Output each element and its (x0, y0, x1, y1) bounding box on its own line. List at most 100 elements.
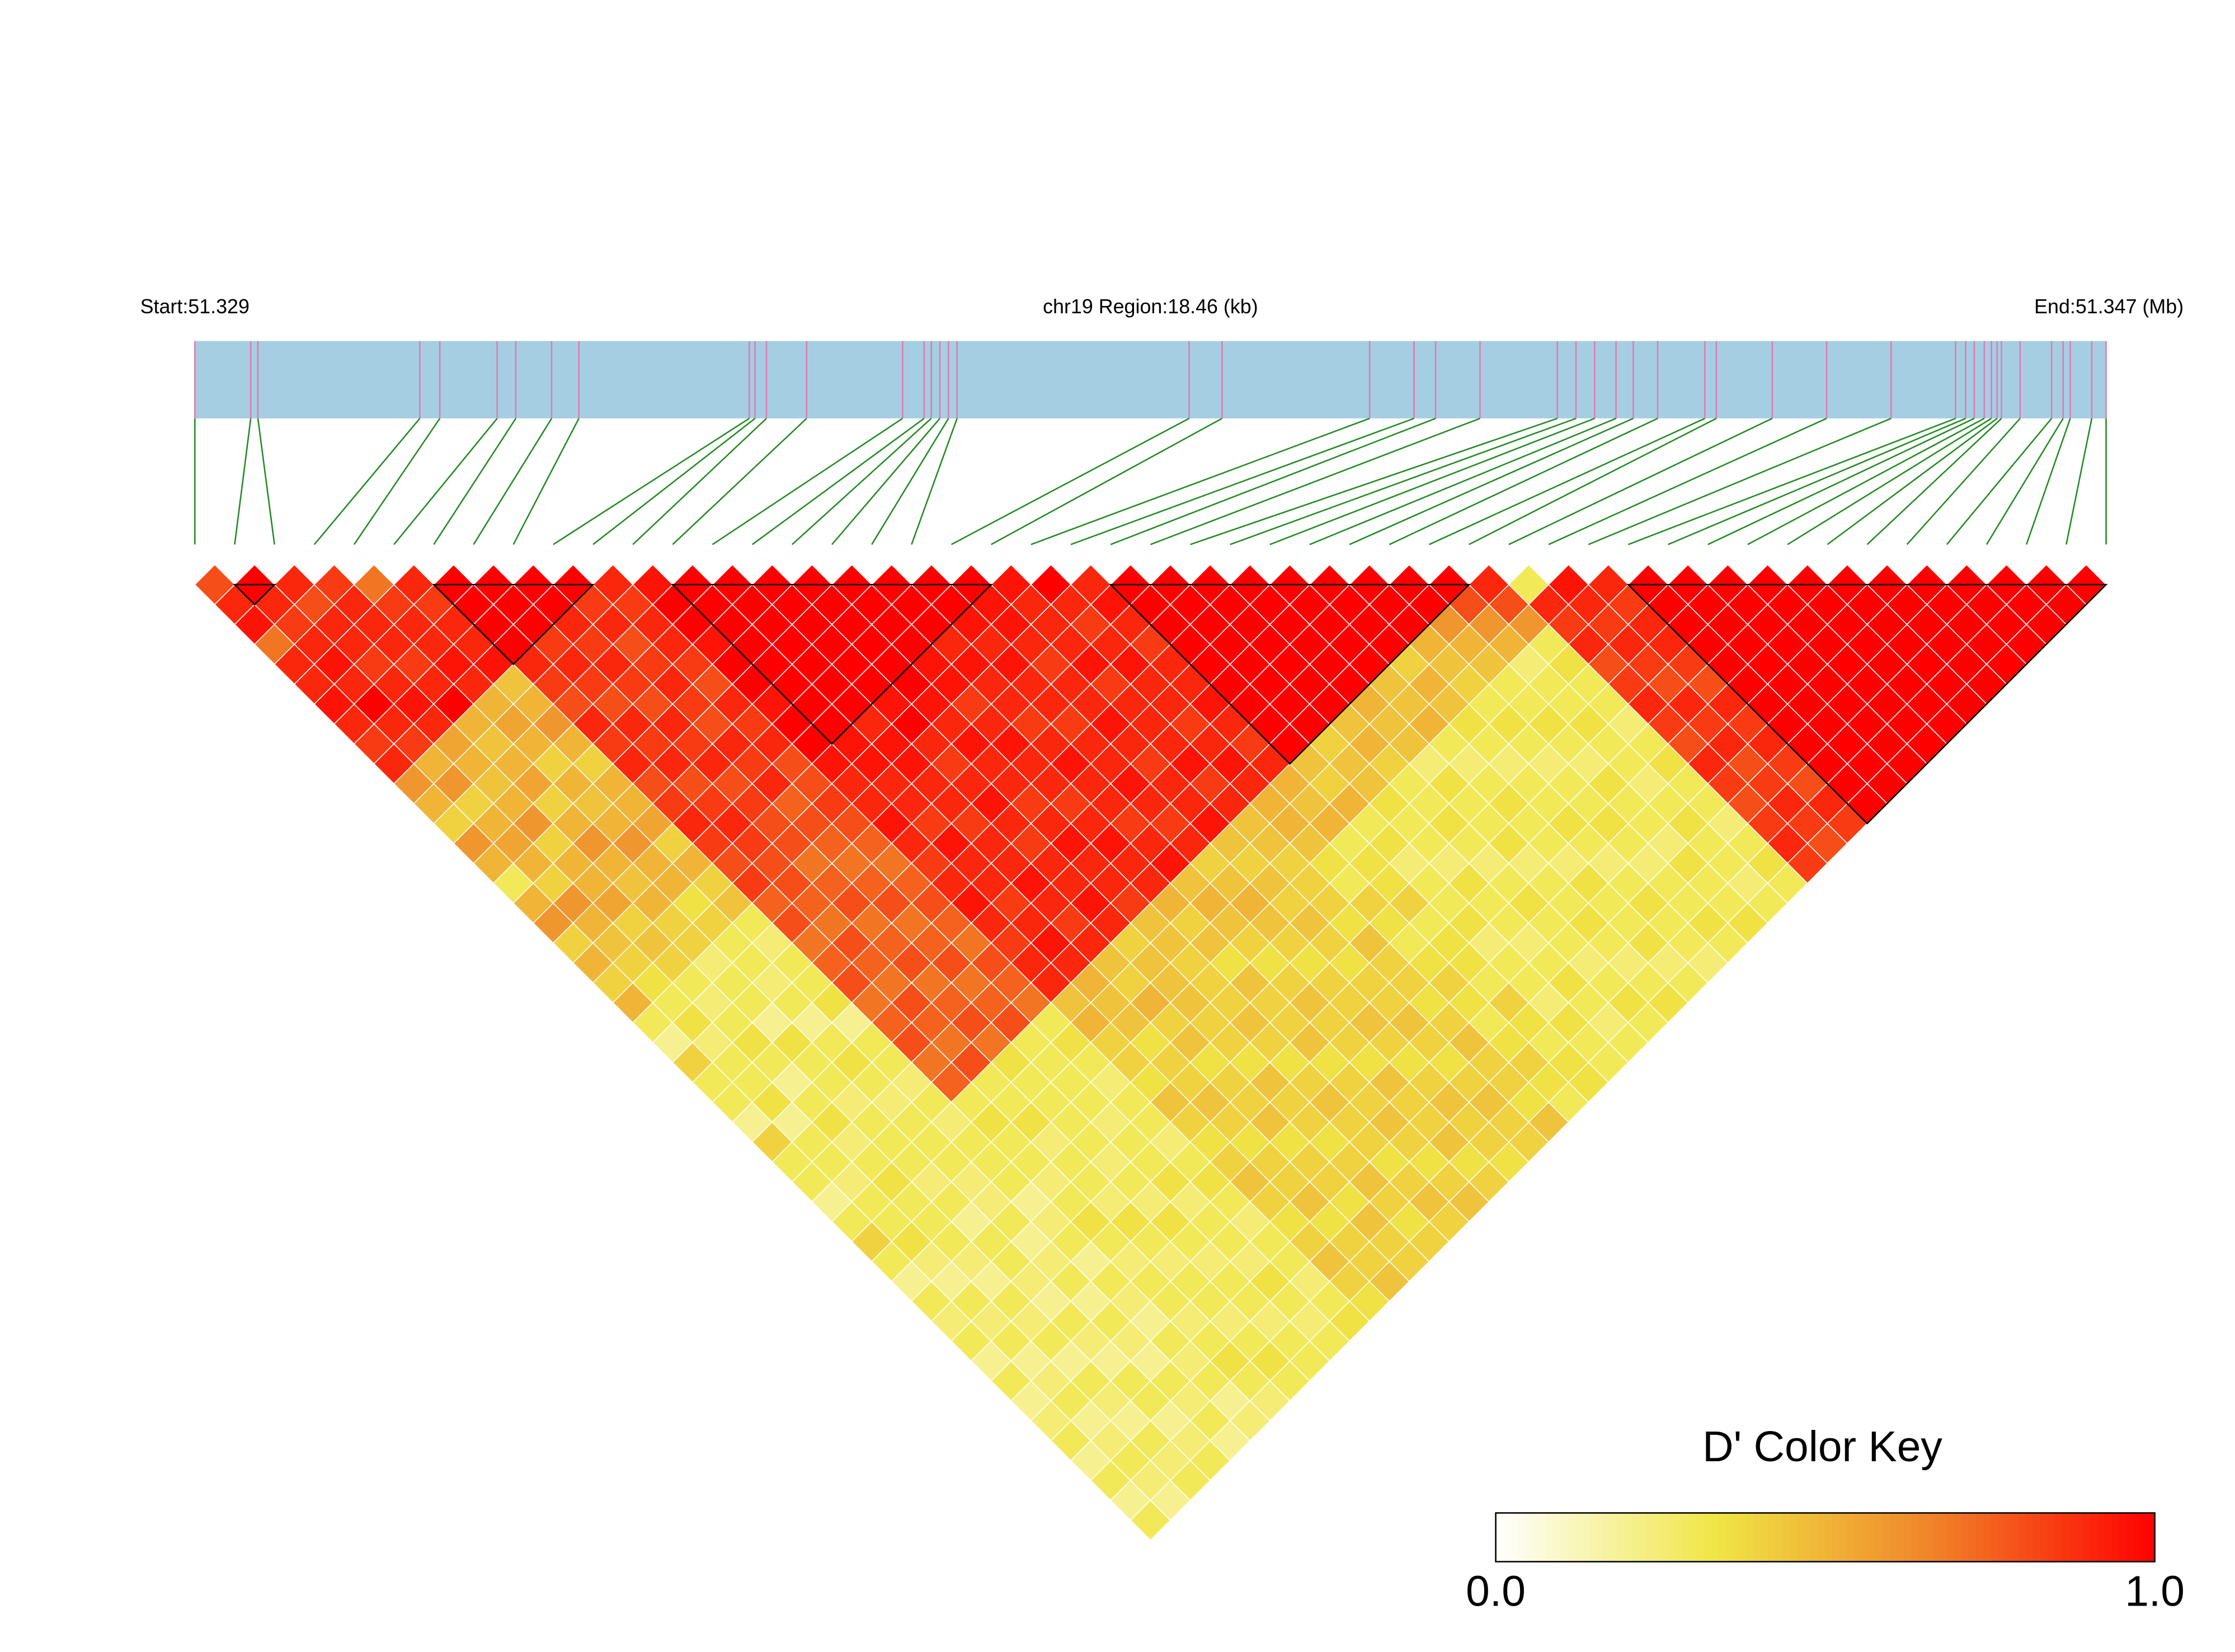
color-key-step (1810, 1513, 1819, 1562)
color-key-step (1553, 1513, 1561, 1562)
color-key-step (2062, 1513, 2069, 1562)
color-key-step (1889, 1513, 1898, 1562)
color-key-step (1732, 1513, 1740, 1562)
snp-connector (1548, 417, 1827, 545)
color-key-step (2119, 1513, 2127, 1562)
color-key-step (2018, 1513, 2027, 1562)
color-key-step (1538, 1513, 1547, 1562)
color-key-step (2104, 1513, 2112, 1562)
color-key-step (1639, 1513, 1647, 1562)
snp-connector (553, 417, 750, 545)
color-key-step (1503, 1513, 1511, 1562)
snp-connector (473, 418, 553, 545)
ld-block (233, 583, 276, 606)
color-key-step (1804, 1513, 1811, 1562)
snp-connector (393, 418, 498, 545)
region-label: chr19 Region:18.46 (kb) (1043, 295, 1258, 318)
color-key-step (2040, 1513, 2048, 1562)
color-key-step (2047, 1513, 2055, 1562)
snp-connector (1309, 417, 1617, 545)
color-key-step (1739, 1513, 1747, 1562)
snp-connector (712, 417, 904, 545)
snp-connector (1230, 417, 1577, 545)
snp-connector (871, 418, 949, 545)
snp-connector (672, 417, 807, 545)
color-key-step (2054, 1513, 2063, 1562)
color-key-step (1875, 1513, 1884, 1562)
color-key-step (1703, 1513, 1711, 1562)
key-title: D' Color Key (1702, 1423, 1942, 1471)
color-key-step (2083, 1513, 2091, 1562)
color-key-border (1495, 1512, 2156, 1562)
color-key-step (1925, 1513, 1933, 1562)
color-key-step (1975, 1513, 1984, 1562)
snp-connector (1389, 417, 1658, 545)
color-key-step (2140, 1513, 2148, 1562)
color-key-step (1853, 1513, 1862, 1562)
color-key-label: 0.0 (1466, 1568, 1526, 1616)
color-key-step (1796, 1513, 1805, 1562)
color-key-step (2026, 1513, 2034, 1562)
snp-connector (991, 417, 1223, 545)
color-key-step (1761, 1513, 1769, 1562)
color-key-step (1617, 1513, 1626, 1562)
color-key-step (1560, 1513, 1568, 1562)
color-key-step (1718, 1513, 1726, 1562)
snp-connector (791, 417, 932, 545)
start-label: Start:51.329 (140, 295, 250, 318)
color-key-step (1517, 1513, 1525, 1562)
color-key-step (1839, 1513, 1848, 1562)
color-key-step (1596, 1513, 1604, 1562)
color-key-step (1897, 1513, 1905, 1562)
color-key-step (1940, 1513, 1948, 1562)
ld-block (432, 583, 595, 666)
snp-connector (313, 418, 421, 545)
color-key-step (1667, 1513, 1676, 1562)
color-key-step (1753, 1513, 1762, 1562)
color-key-step (1696, 1513, 1704, 1562)
color-key-step (1631, 1513, 1640, 1562)
snp-connector (353, 418, 441, 545)
snp-connector (1747, 417, 1985, 545)
color-key-step (1674, 1513, 1683, 1562)
color-key-step (1883, 1513, 1890, 1562)
snp-connector (1946, 418, 2053, 545)
snp-connector (1269, 417, 1595, 545)
color-key-step (2004, 1513, 2012, 1562)
color-key-step (2097, 1513, 2105, 1562)
color-key-step (2011, 1513, 2020, 1562)
snp-connector (1031, 417, 1370, 545)
color-key-step (1947, 1513, 1955, 1562)
snp-connector (1150, 417, 1480, 545)
snp-connector (1866, 417, 2002, 545)
color-key-step (1646, 1513, 1654, 1562)
snp-connector (592, 417, 756, 545)
color-key-step (1825, 1513, 1833, 1562)
snp-connector (2025, 418, 2071, 545)
color-key-step (1868, 1513, 1876, 1562)
color-key-step (1725, 1513, 1733, 1562)
color-key-step (1710, 1513, 1719, 1562)
color-key-step (1746, 1513, 1754, 1562)
color-key-label: 1.0 (2125, 1568, 2185, 1616)
color-key-step (1574, 1513, 1583, 1562)
color-key-step (1918, 1513, 1926, 1562)
ld-block (1109, 583, 1471, 765)
color-key-step (1997, 1513, 2005, 1562)
color-key-step (1582, 1513, 1590, 1562)
color-key-step (1904, 1513, 1912, 1562)
snp-connector (1070, 417, 1415, 545)
color-key-step (1610, 1513, 1618, 1562)
color-key-step (1961, 1513, 1969, 1562)
snp-connector (1429, 417, 1705, 545)
snp-connector (512, 418, 580, 545)
color-key-step (1510, 1513, 1518, 1562)
snp-connector (831, 418, 940, 545)
snp-connector (257, 418, 275, 545)
color-key-step (2068, 1513, 2077, 1562)
snp-connector (2065, 418, 2093, 545)
snp-connector (1349, 417, 1634, 545)
color-key-step (1954, 1513, 1962, 1562)
